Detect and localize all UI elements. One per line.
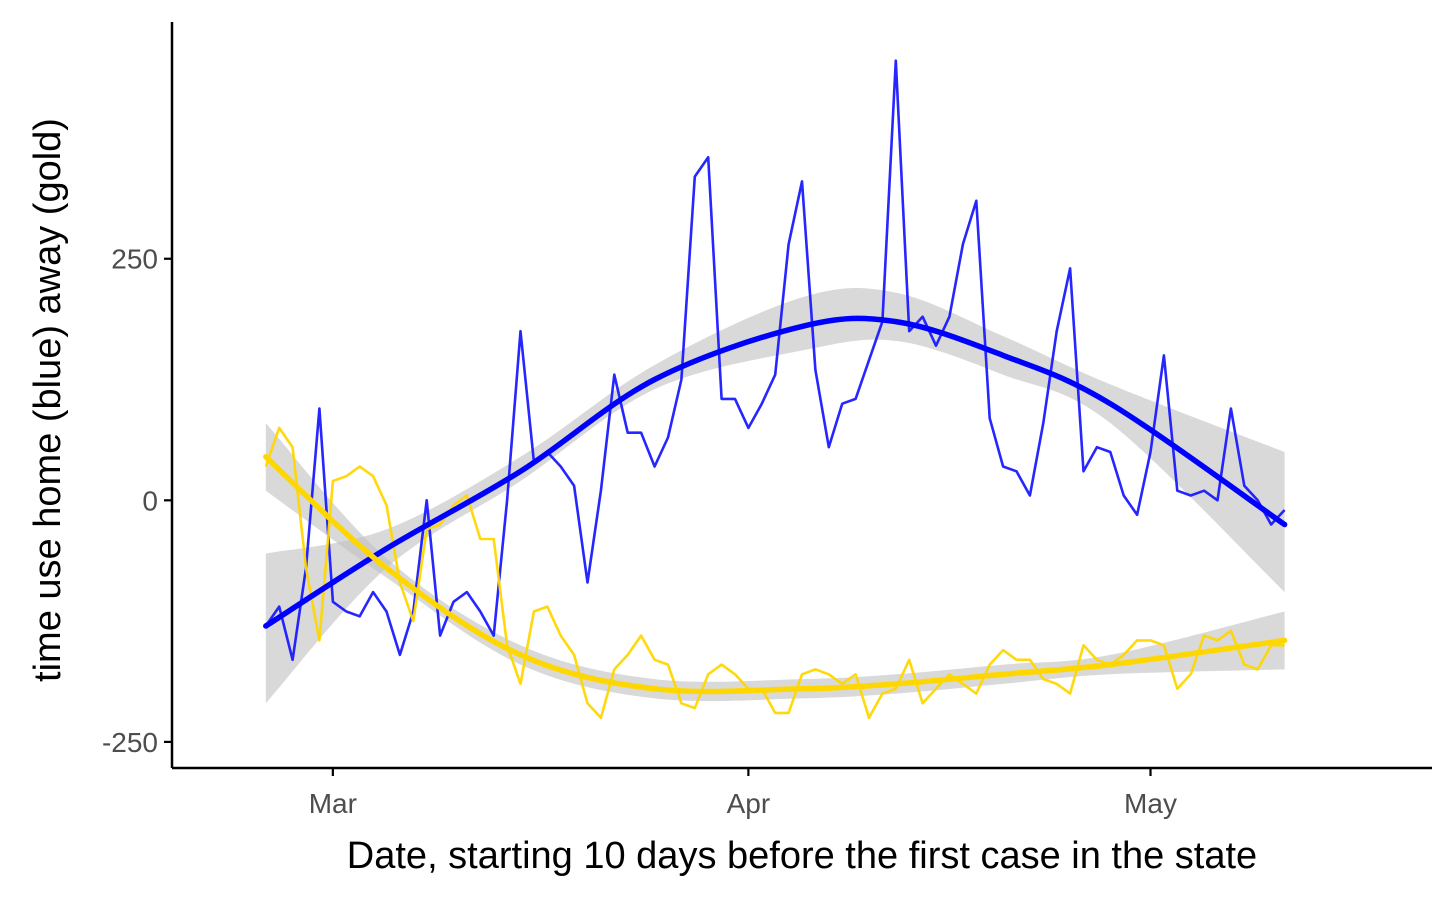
y-axis-ticks: -250 0 250 bbox=[102, 244, 172, 758]
series-line-home bbox=[264, 59, 1286, 662]
x-tick-label: Mar bbox=[309, 788, 357, 819]
x-tick-label: May bbox=[1124, 788, 1177, 819]
x-tick-label: Apr bbox=[727, 788, 771, 819]
trend-line-home bbox=[263, 315, 1288, 629]
y-tick-label: -250 bbox=[102, 727, 158, 758]
y-tick-label: 250 bbox=[111, 244, 158, 275]
confidence-band-home bbox=[265, 287, 1285, 704]
trend-line-away bbox=[263, 454, 1288, 695]
y-tick-label: 0 bbox=[142, 485, 158, 516]
x-axis-ticks: Mar Apr May bbox=[309, 768, 1177, 819]
x-axis-title: Date, starting 10 days before the first … bbox=[347, 835, 1257, 877]
y-axis-title: time use home (blue) away (gold) bbox=[27, 118, 69, 682]
confidence-bands bbox=[265, 287, 1285, 704]
raw-series-lines bbox=[264, 59, 1286, 720]
smooth-trend-lines bbox=[263, 315, 1288, 695]
